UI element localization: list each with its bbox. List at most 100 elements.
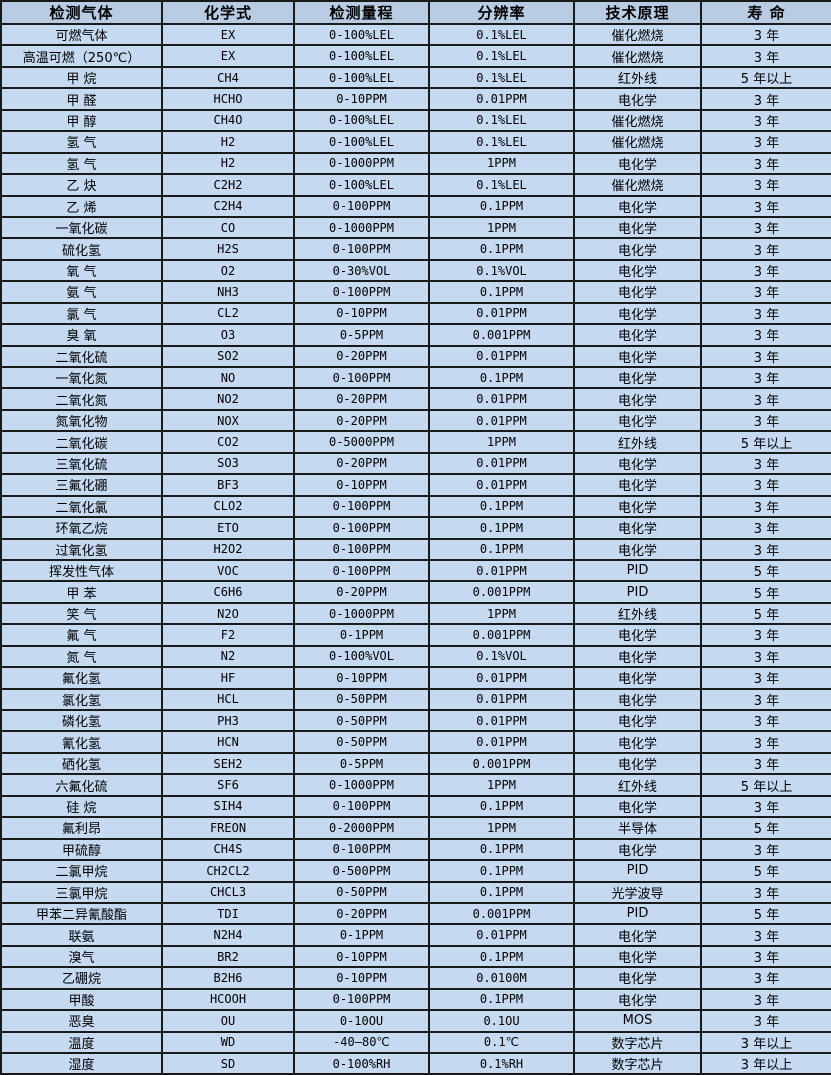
- cell-gas-name: 甲 烷: [0, 65, 163, 90]
- cell-principle: 电化学: [573, 194, 702, 218]
- cell-formula: CH4: [161, 65, 295, 90]
- cell-principle: 电化学: [573, 473, 702, 497]
- table-row: 臭 氧 O3 0-5PPM 0.001PPM 电化学 3 年: [0, 323, 831, 347]
- cell-lifespan: 5 年: [700, 558, 831, 583]
- cell-lifespan: 5 年: [700, 580, 831, 604]
- cell-formula: H2O2: [161, 537, 295, 561]
- cell-principle: 催化燃烧: [573, 22, 702, 47]
- cell-range: 0-100%RH: [293, 1051, 430, 1075]
- cell-resolution: 0.1PPM: [428, 494, 575, 519]
- cell-principle: 数字芯片: [573, 1030, 702, 1055]
- cell-formula: HCN: [161, 730, 295, 754]
- table-row: 三氯甲烷 CHCL3 0-50PPM 0.1PPM 光学波导 3 年: [0, 880, 831, 904]
- cell-resolution: 0.1OU: [428, 1009, 575, 1033]
- cell-gas-name: 氟 气: [0, 623, 163, 647]
- cell-formula: CH2CL2: [161, 859, 295, 883]
- table-row: 甲 烷 CH4 0-100%LEL 0.1%LEL 红外线 5 年以上: [0, 65, 831, 90]
- table-row: 环氧乙烷 ETO 0-100PPM 0.1PPM 电化学 3 年: [0, 516, 831, 540]
- cell-lifespan: 3 年: [700, 237, 831, 261]
- cell-formula: NOX: [161, 408, 295, 433]
- cell-gas-name: 氰化氢: [0, 730, 163, 754]
- cell-lifespan: 3 年: [700, 22, 831, 47]
- cell-range: 0-100%VOL: [293, 644, 430, 669]
- cell-formula: N2H4: [161, 923, 295, 947]
- cell-gas-name: 过氧化氢: [0, 537, 163, 561]
- cell-range: 0-1000PPM: [293, 151, 430, 176]
- cell-principle: 电化学: [573, 987, 702, 1012]
- cell-lifespan: 3 年: [700, 944, 831, 969]
- cell-formula: HF: [161, 666, 295, 690]
- header-gas-name: 检测气体: [0, 0, 163, 25]
- cell-range: 0-1PPM: [293, 623, 430, 647]
- cell-principle: 电化学: [573, 516, 702, 540]
- cell-lifespan: 3 年: [700, 365, 831, 390]
- cell-gas-name: 乙 烯: [0, 194, 163, 218]
- header-formula: 化学式: [161, 0, 295, 25]
- cell-formula: BR2: [161, 944, 295, 969]
- table-row: 高温可燃（250℃） EX 0-100%LEL 0.1%LEL 催化燃烧 3 年: [0, 44, 831, 68]
- cell-resolution: 0.1PPM: [428, 944, 575, 969]
- cell-principle: PID: [573, 901, 702, 926]
- header-resolution: 分辨率: [428, 0, 575, 25]
- cell-principle: 电化学: [573, 537, 702, 561]
- table-row: 二氧化氮 NO2 0-20PPM 0.01PPM 电化学 3 年: [0, 387, 831, 411]
- cell-formula: CO2: [161, 430, 295, 454]
- table-row: 氧 气 O2 0-30%VOL 0.1%VOL 电化学 3 年: [0, 258, 831, 283]
- cell-formula: HCHO: [161, 87, 295, 111]
- cell-principle: PID: [573, 580, 702, 604]
- table-row: 氰化氢 HCN 0-50PPM 0.01PPM 电化学 3 年: [0, 730, 831, 754]
- table-row: 温度 WD -40—80℃ 0.1℃ 数字芯片 3 年以上: [0, 1030, 831, 1055]
- cell-principle: 电化学: [573, 966, 702, 990]
- table-row: 氯化氢 HCL 0-50PPM 0.01PPM 电化学 3 年: [0, 687, 831, 712]
- table-row: 甲苯二异氰酸酯 TDI 0-20PPM 0.001PPM PID 5 年: [0, 901, 831, 926]
- cell-resolution: 0.1PPM: [428, 794, 575, 819]
- cell-gas-name: 溴气: [0, 944, 163, 969]
- cell-range: 0-100PPM: [293, 237, 430, 261]
- cell-formula: WD: [161, 1030, 295, 1055]
- cell-principle: 电化学: [573, 151, 702, 176]
- cell-resolution: 0.0100M: [428, 966, 575, 990]
- cell-formula: F2: [161, 623, 295, 647]
- cell-lifespan: 3 年: [700, 623, 831, 647]
- cell-lifespan: 3 年: [700, 987, 831, 1012]
- cell-resolution: 1PPM: [428, 773, 575, 797]
- cell-gas-name: 温度: [0, 1030, 163, 1055]
- cell-range: 0-100%LEL: [293, 108, 430, 133]
- cell-gas-name: 氢 气: [0, 151, 163, 176]
- cell-gas-name: 硅 烷: [0, 794, 163, 819]
- cell-range: 0-100%LEL: [293, 173, 430, 197]
- cell-lifespan: 5 年: [700, 601, 831, 626]
- table-row: 氮氧化物 NOX 0-20PPM 0.01PPM 电化学 3 年: [0, 408, 831, 433]
- table-row: 氢 气 H2 0-100%LEL 0.1%LEL 催化燃烧 3 年: [0, 130, 831, 154]
- cell-gas-name: 氧 气: [0, 258, 163, 283]
- cell-resolution: 0.1PPM: [428, 880, 575, 904]
- cell-lifespan: 5 年以上: [700, 773, 831, 797]
- cell-resolution: 0.001PPM: [428, 751, 575, 776]
- cell-gas-name: 一氧化碳: [0, 215, 163, 240]
- cell-formula: B2H6: [161, 966, 295, 990]
- table-row: 二氧化硫 SO2 0-20PPM 0.01PPM 电化学 3 年: [0, 344, 831, 369]
- table-row: 挥发性气体 VOC 0-100PPM 0.01PPM PID 5 年: [0, 558, 831, 583]
- cell-formula: O2: [161, 258, 295, 283]
- cell-range: 0-20PPM: [293, 451, 430, 476]
- table-row: 硒化氢 SEH2 0-5PPM 0.001PPM 电化学 3 年: [0, 751, 831, 776]
- cell-formula: HCL: [161, 687, 295, 712]
- table-row: 一氧化碳 CO 0-1000PPM 1PPM 电化学 3 年: [0, 215, 831, 240]
- cell-formula: CLO2: [161, 494, 295, 519]
- table-row: 甲酸 HCOOH 0-100PPM 0.1PPM 电化学 3 年: [0, 987, 831, 1012]
- cell-formula: N2O: [161, 601, 295, 626]
- cell-range: 0-10OU: [293, 1009, 430, 1033]
- cell-principle: 电化学: [573, 408, 702, 433]
- cell-resolution: 0.1PPM: [428, 837, 575, 862]
- cell-lifespan: 5 年: [700, 816, 831, 840]
- cell-resolution: 0.1%LEL: [428, 44, 575, 68]
- cell-principle: 电化学: [573, 387, 702, 411]
- table-row: 二氧化氯 CLO2 0-100PPM 0.1PPM 电化学 3 年: [0, 494, 831, 519]
- cell-range: 0-100PPM: [293, 516, 430, 540]
- cell-resolution: 0.01PPM: [428, 923, 575, 947]
- cell-formula: BF3: [161, 473, 295, 497]
- cell-formula: SEH2: [161, 751, 295, 776]
- cell-resolution: 0.001PPM: [428, 901, 575, 926]
- table-row: 氮 气 N2 0-100%VOL 0.1%VOL 电化学 3 年: [0, 644, 831, 669]
- cell-formula: CH4S: [161, 837, 295, 862]
